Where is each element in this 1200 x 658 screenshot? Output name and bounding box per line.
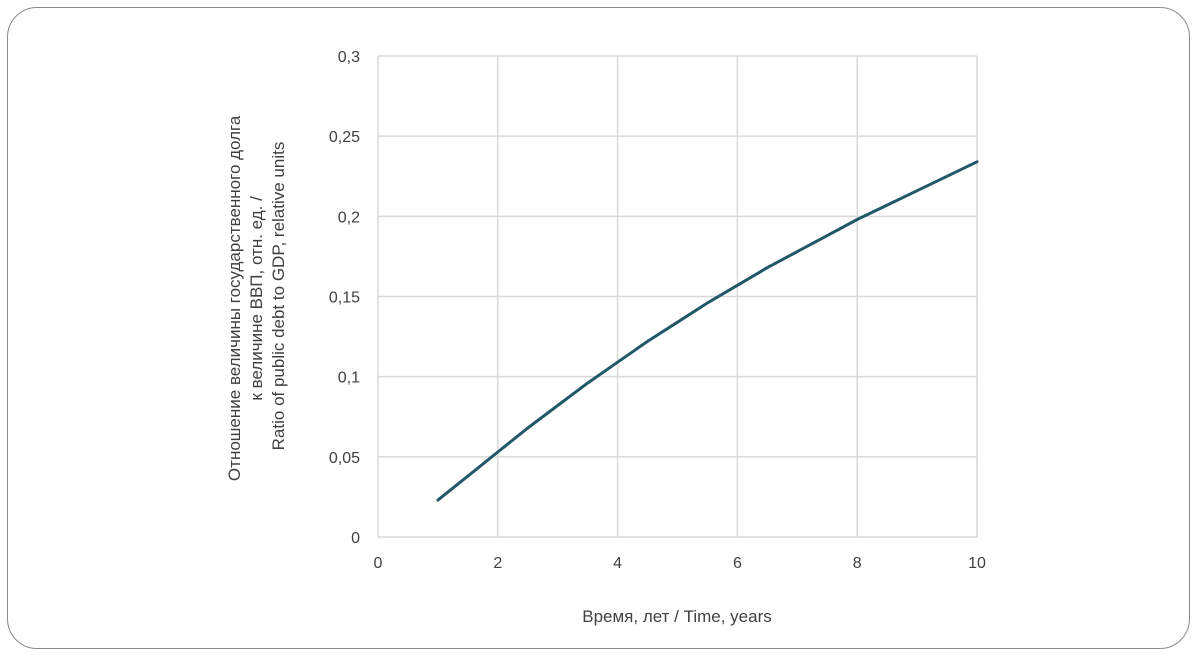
y-tick-label: 0,1 <box>338 370 360 387</box>
x-tick-label: 0 <box>374 555 383 572</box>
y-tick-label: 0,15 <box>329 290 360 307</box>
y-tick-labels: 0 0,05 0,1 0,15 0,2 0,25 0,3 <box>329 49 360 547</box>
y-axis-title-line-1: Отношение величины государственного долг… <box>225 115 244 481</box>
y-tick-label: 0 <box>351 530 360 547</box>
x-tick-labels: 0 2 4 6 8 10 <box>374 555 986 572</box>
y-tick-label: 0,2 <box>338 209 360 226</box>
y-tick-label: 0,3 <box>338 49 360 66</box>
grid <box>377 55 978 538</box>
y-axis-title-line-3: Ratio of public debt to GDP, relative un… <box>269 142 288 451</box>
x-tick-label: 6 <box>733 555 742 572</box>
y-tick-label: 0,05 <box>329 450 360 467</box>
chart-frame <box>7 7 1190 649</box>
x-tick-label: 2 <box>493 555 502 572</box>
x-tick-label: 4 <box>613 555 622 572</box>
x-tick-label: 8 <box>853 555 862 572</box>
x-axis-title: Время, лет / Time, years <box>582 607 772 626</box>
series-line <box>436 160 979 502</box>
y-axis-title: Отношение величины государственного долг… <box>225 111 288 481</box>
x-tick-label: 10 <box>968 555 986 572</box>
plot-series <box>436 160 979 502</box>
y-tick-label: 0,25 <box>329 129 360 146</box>
y-axis-title-line-2: к величине ВВП, отн. ед. / <box>247 196 266 401</box>
